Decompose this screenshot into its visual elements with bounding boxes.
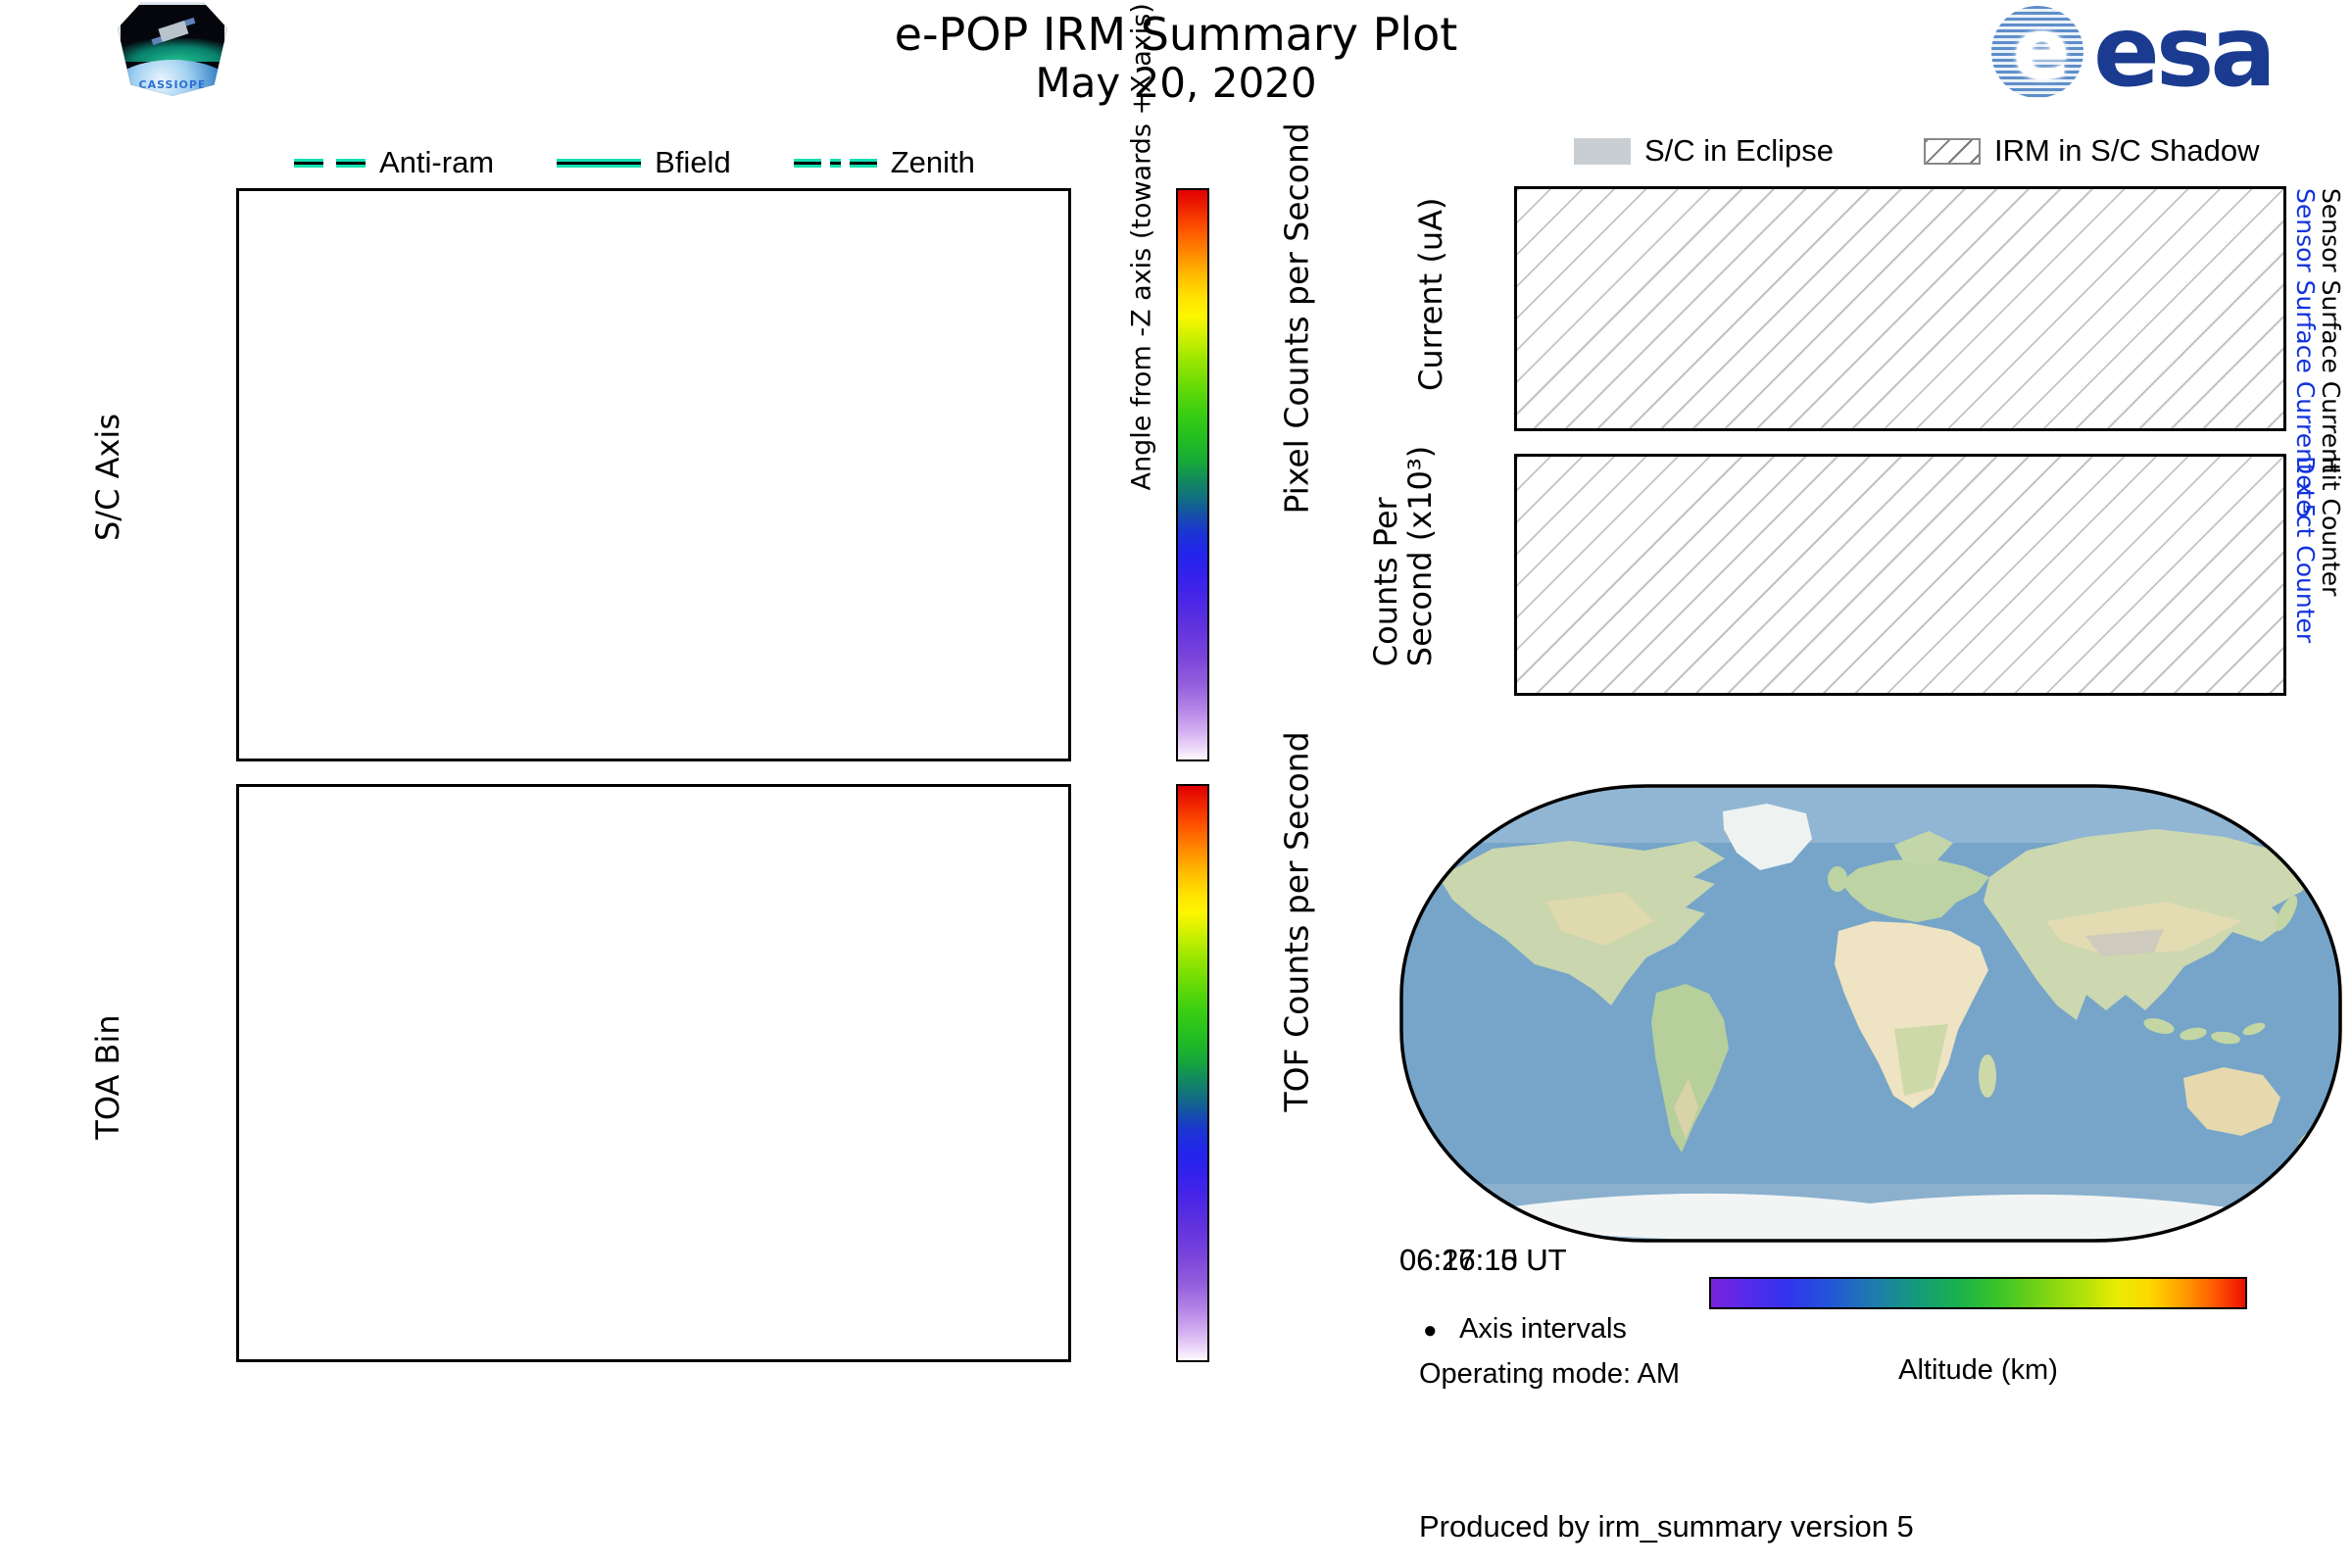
sensor-current-label: Sensor Surface Current (2317, 188, 2345, 473)
pixel-colorbar-title: Pixel Counts per Second (1277, 122, 1316, 514)
detect-counter-label: Detect Counter (2291, 456, 2320, 644)
legend-shadow: IRM in S/C Shadow (1993, 133, 2260, 168)
pixel-colorbar (1176, 188, 1209, 761)
track-end-time: 06:27:10 UT (1399, 1243, 1567, 1277)
sensor-current-x5-label: Sensor Surface Current x 5 (2291, 188, 2320, 519)
operating-mode: Operating mode: AM (1419, 1358, 1680, 1390)
axis-intervals-legend: ● Axis intervals (1423, 1313, 1627, 1345)
tof-colorbar-title: TOF Counts per Second (1277, 731, 1316, 1112)
anti-ram-line-sample (294, 158, 323, 168)
counts-tick-labels (1392, 454, 1499, 696)
time-axis-labels (1514, 702, 2286, 741)
ground-track-map: 06:16:15 UT 06:27:10 UT (1399, 784, 2342, 1277)
toa-spectrogram-panel (236, 784, 1071, 1362)
ephemeris-table (0, 1368, 1176, 1564)
page-date: May 20, 2020 (1035, 59, 1317, 107)
patch-label: CASSIOPE (138, 78, 207, 91)
current-chart-panel (1514, 186, 2286, 431)
track-start-time: 06:16:15 UT (1399, 1243, 1567, 1277)
zenith-line-sample (793, 158, 821, 168)
shadow-swatch (1923, 137, 1981, 165)
sc-axis-spectrogram (239, 191, 1068, 759)
bfield-line-sample (557, 158, 642, 168)
aurora-graphic (118, 38, 227, 62)
legend-zenith: Zenith (890, 145, 975, 179)
altitude-ticks (1709, 1317, 2247, 1352)
toa-spectrogram (239, 787, 1068, 1359)
produced-by-note: Produced by irm_summary version 5 (1419, 1509, 1914, 1544)
tof-colorbar (1176, 784, 1209, 1362)
altitude-colorbar (1709, 1277, 2247, 1309)
counts-chart-panel (1514, 454, 2286, 696)
sc-axis-spectrogram-panel (236, 188, 1071, 761)
legend-eclipse: S/C in Eclipse (1644, 133, 1834, 168)
legend-anti-ram: Anti-ram (379, 145, 495, 179)
toa-tick-labels (88, 784, 225, 1362)
page-title: e-POP IRM Summary Plot (894, 8, 1458, 61)
cassiope-mission-patch: CASSIOPE (118, 2, 227, 96)
shadow-legend: S/C in Eclipse IRM in S/C Shadow (1574, 133, 2259, 169)
eclipse-swatch (1574, 137, 1631, 165)
altitude-label: Altitude (km) (1898, 1354, 2058, 1386)
hit-counter-label: Hit Counter (2317, 456, 2345, 597)
legend-bfield: Bfield (655, 145, 731, 179)
current-tick-labels (1392, 186, 1499, 431)
angle-axis-label: Angle from -Z axis (towards +X axis) (1126, 3, 1157, 491)
sc-axis-tick-labels (88, 188, 225, 761)
attitude-legend: Anti-ram Bfield Zenith (294, 145, 975, 180)
esa-logo: e esa (1991, 0, 2277, 109)
esa-wordmark: esa (2093, 0, 2277, 109)
esa-globe-icon: e (1991, 6, 2083, 98)
axis-interval-dot-icon: ● (1423, 1317, 1438, 1344)
world-map (1401, 786, 2340, 1241)
